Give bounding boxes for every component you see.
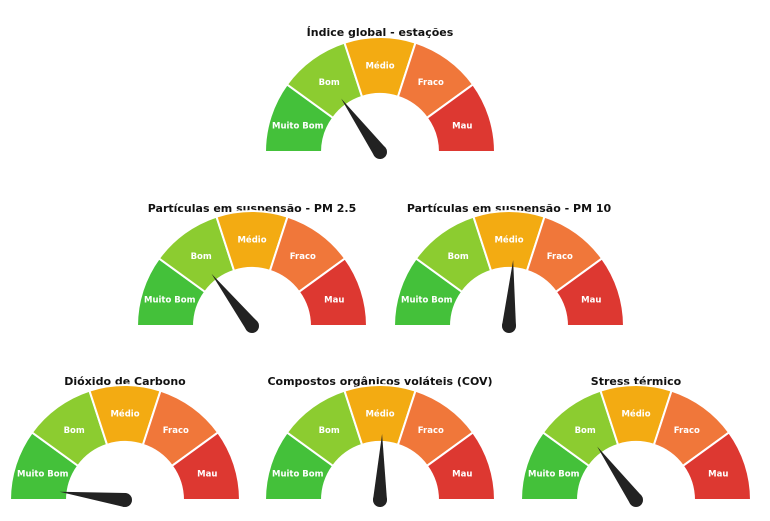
needle-hub (629, 493, 643, 507)
segment-label-bom: Bom (448, 252, 469, 262)
segment-mau (170, 431, 242, 501)
segment-label-muito-bom: Muito Bom (272, 469, 324, 479)
segment-label-muito-bom: Muito Bom (401, 295, 453, 305)
needle-hub (373, 493, 387, 507)
segment-label-mau: Mau (581, 295, 601, 305)
segment-label-mau: Mau (452, 469, 472, 479)
needle (211, 273, 258, 331)
segment-label-fraco: Fraco (547, 252, 573, 262)
needle-hub (118, 493, 132, 507)
segment-label-medio: Médio (365, 61, 394, 72)
needle-hub (502, 319, 516, 333)
segment-mau (297, 257, 369, 327)
segment-label-fraco: Fraco (674, 426, 700, 436)
segment-label-bom: Bom (64, 426, 85, 436)
needle (373, 434, 387, 501)
gauge: Partículas em suspensão - PM 2.5 Muito Bo… (135, 202, 369, 333)
gauge: Stress térmico Muito Bom Bom Médio Fraco Mau (519, 375, 753, 507)
segment-label-medio: Médio (237, 235, 266, 246)
segment-label-fraco: Fraco (418, 426, 444, 436)
gauge-title: Compostos orgânicos voláteis (COV) (267, 375, 492, 388)
gauge: Índice global - estações Muito Bom Bom Médi… (263, 26, 497, 159)
segment-label-bom: Bom (319, 78, 340, 88)
segment-label-mau: Mau (452, 121, 472, 131)
segment-label-muito-bom: Muito Bom (528, 469, 580, 479)
gauge: Partículas em suspensão - PM 10 Muito Bom… (392, 202, 626, 333)
gauge-title: Partículas em suspensão - PM 2.5 (148, 202, 356, 215)
segment-label-mau: Mau (197, 469, 217, 479)
gauge-title: Dióxido de Carbono (64, 375, 186, 388)
needle-hub (245, 319, 259, 333)
segment-label-medio: Médio (110, 409, 139, 420)
segment-label-bom: Bom (319, 426, 340, 436)
segment-label-fraco: Fraco (163, 426, 189, 436)
gauge: Dióxido de Carbono Muito Bom Bom Médio Fraco… (8, 375, 242, 507)
segment-label-medio: Médio (621, 409, 650, 420)
segment-label-fraco: Fraco (418, 78, 444, 88)
segment-mau (681, 431, 753, 501)
segment-label-bom: Bom (191, 252, 212, 262)
segment-mau (425, 431, 497, 501)
segment-label-muito-bom: Muito Bom (144, 295, 196, 305)
segment-label-mau: Mau (324, 295, 344, 305)
needle (341, 98, 386, 157)
gauge-title: Stress térmico (591, 375, 682, 388)
needle (502, 260, 516, 327)
segment-mau (554, 257, 626, 327)
segment-label-medio: Médio (494, 235, 523, 246)
segment-label-mau: Mau (708, 469, 728, 479)
needle (597, 446, 642, 505)
segment-mau (425, 83, 497, 153)
needle-hub (373, 145, 387, 159)
gauge: Compostos orgânicos voláteis (COV) Muito … (263, 375, 497, 507)
gauge-title: Partículas em suspensão - PM 10 (407, 202, 612, 215)
gauge-title: Índice global - estações (307, 26, 454, 39)
needle (59, 491, 126, 507)
segment-label-fraco: Fraco (290, 252, 316, 262)
segment-label-muito-bom: Muito Bom (272, 121, 324, 131)
segment-label-bom: Bom (575, 426, 596, 436)
segment-label-muito-bom: Muito Bom (17, 469, 69, 479)
segment-label-medio: Médio (365, 409, 394, 420)
